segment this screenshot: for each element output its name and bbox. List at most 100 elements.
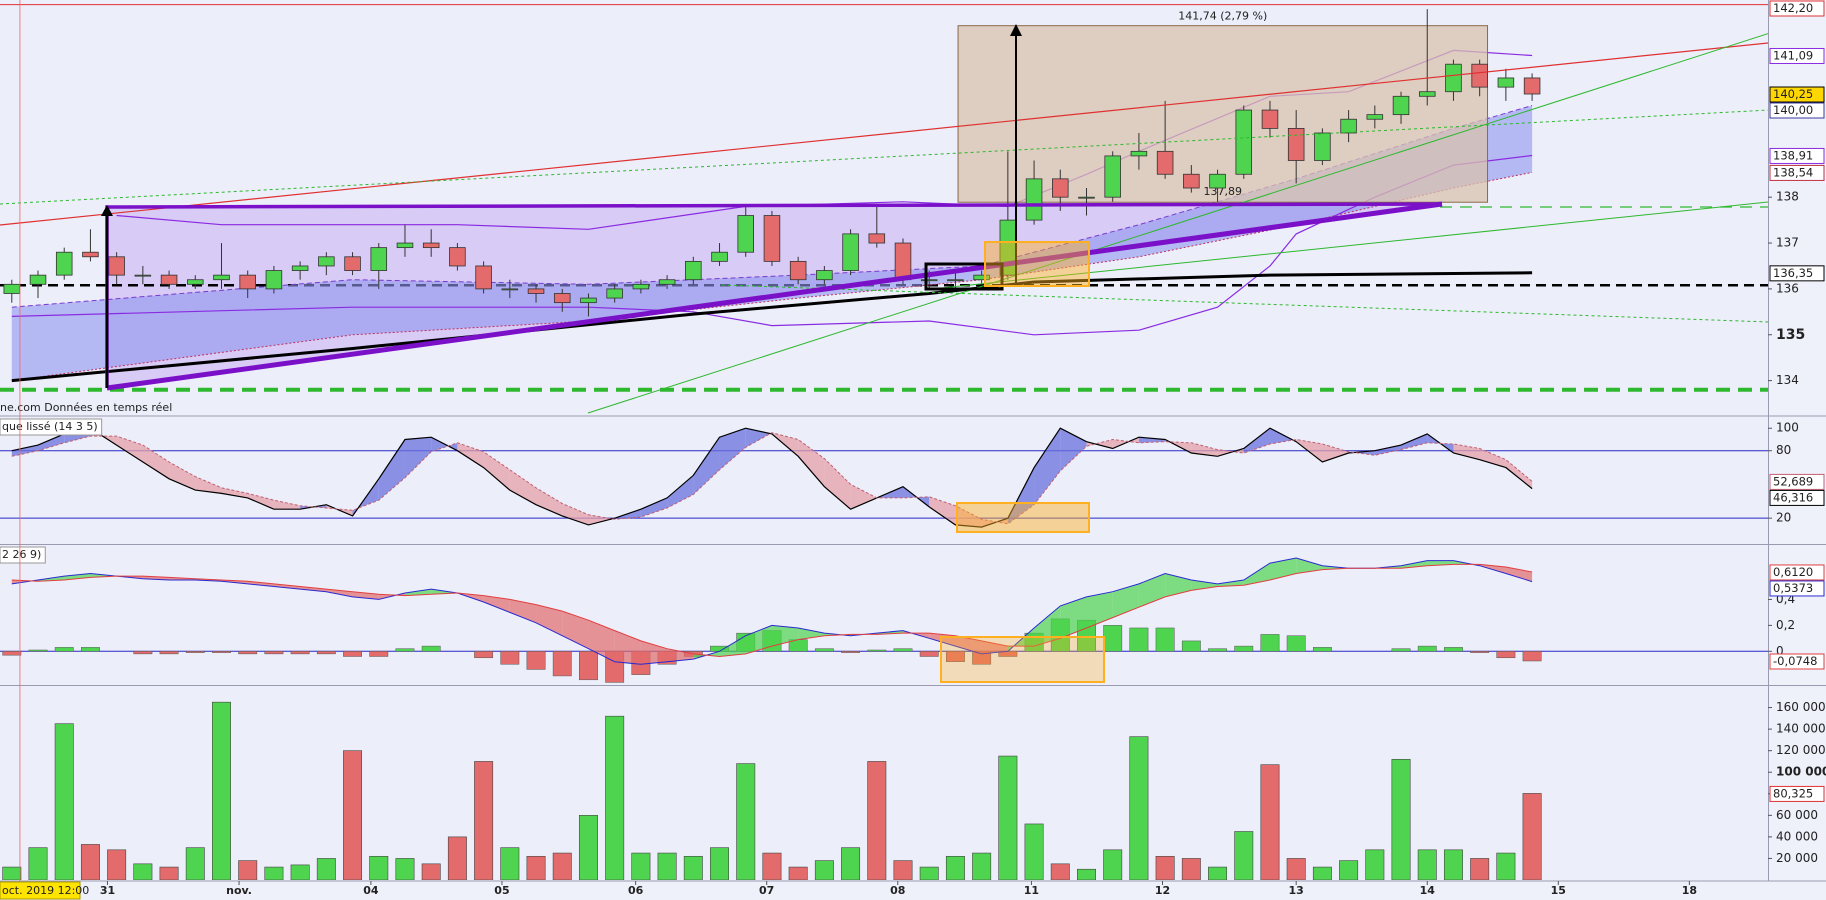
stoch-fill [693, 437, 720, 495]
y-tick-label: 160 000 [1776, 700, 1826, 714]
candle-body [108, 256, 125, 276]
volume-bar [212, 701, 231, 880]
candle-body [685, 260, 702, 281]
volume-bar [343, 750, 363, 880]
candle-body [1287, 127, 1305, 161]
macd-fill [981, 640, 1008, 654]
candle-body [920, 279, 938, 282]
volume-bar [1077, 868, 1096, 880]
histogram-bar [81, 647, 100, 652]
volume-bar [1286, 858, 1306, 880]
volume-bar [1050, 863, 1070, 880]
trend-line [0, 42, 1768, 226]
candle-body [553, 293, 571, 304]
volume-bar [1365, 849, 1385, 880]
histogram-bar [474, 651, 494, 659]
stoch-fill [1479, 448, 1506, 468]
y-tick-label: 100 [1776, 421, 1799, 435]
candle-body [527, 288, 545, 294]
histogram-bar [1312, 647, 1332, 652]
histogram-bar [1129, 627, 1149, 652]
y-tick-label: 134 [1776, 373, 1799, 387]
candle-body [82, 251, 99, 258]
price-panel: 141,74 (2,79 %) 137,89 ne.com Données en t… [0, 4, 1768, 414]
stoch-fill [483, 451, 510, 491]
volume-bar [316, 858, 336, 880]
y-tick-label: 20 000 [1776, 851, 1818, 865]
volume-bar [1234, 831, 1254, 880]
value-marker [1769, 785, 1825, 802]
volume-bar [893, 860, 913, 880]
volume-bar [578, 815, 598, 880]
histogram-bar [159, 651, 179, 655]
y-tick-label: 80 [1776, 443, 1791, 457]
value-marker [1769, 147, 1825, 164]
volume-bar [28, 847, 48, 880]
value-marker [1769, 164, 1825, 181]
histogram-bar [919, 651, 939, 657]
stoch-fill [824, 458, 851, 510]
volume-bar [841, 847, 861, 880]
value-marker [1769, 0, 1825, 17]
stoch-fill [1138, 437, 1166, 443]
candle-body [1209, 173, 1226, 189]
volume-bar [657, 852, 677, 880]
stoch-fill [1243, 428, 1270, 453]
volume-bar [526, 855, 546, 880]
volume-bar [369, 855, 389, 880]
highlight-box [924, 262, 1004, 291]
volume-bar [552, 852, 572, 880]
histogram-bar [867, 649, 887, 652]
histogram-bar [500, 651, 520, 665]
candle-body [1104, 155, 1121, 198]
macd-fill [300, 586, 327, 592]
macd-fill [1296, 557, 1323, 574]
volume-bar [264, 866, 284, 880]
stoch-fill [1191, 442, 1218, 457]
candle-body [1340, 118, 1357, 134]
volume-bar [107, 849, 127, 880]
value-marker-label: 140,00 [1773, 103, 1813, 117]
trend-line [931, 201, 1768, 290]
value-marker-label: 138,91 [1773, 148, 1813, 162]
stoch-fill [719, 428, 746, 470]
volume-bar [814, 860, 834, 880]
candle-body [160, 274, 178, 285]
band-area [11, 105, 1533, 381]
candle-body [265, 270, 283, 290]
candle-body [1261, 109, 1279, 129]
volume-bar [998, 755, 1018, 880]
volume-bar [1181, 858, 1201, 880]
volume-bar [605, 715, 625, 880]
value-marker [1769, 653, 1825, 670]
volume-bar [290, 864, 310, 880]
candle-body [973, 274, 990, 281]
y-tick-label: 100 000 [1776, 765, 1826, 779]
volume-bar [1391, 758, 1411, 880]
histogram-bar [28, 649, 48, 652]
stoch-fill [247, 493, 274, 510]
candle-body [1052, 178, 1069, 198]
source: ne.com Données en temps réel [0, 401, 172, 414]
histogram-bar [579, 651, 598, 681]
macd-fill [745, 625, 772, 654]
macd-fill [247, 581, 274, 587]
volume-bar [1129, 736, 1149, 880]
y-tick-label: 60 000 [1776, 808, 1818, 822]
histogram-bar [238, 651, 258, 655]
candle-body [344, 256, 361, 271]
macd-fill [536, 604, 563, 636]
value-marker-label: 80,325 [1773, 786, 1813, 800]
value-marker [1769, 473, 1825, 490]
y-tick-label: 140 000 [1776, 722, 1826, 736]
stoch-fill [955, 505, 982, 528]
line [11, 271, 1533, 383]
value-marker-label: 0,5373 [1773, 581, 1813, 595]
candle-body [422, 242, 440, 249]
volume-bar [945, 855, 965, 880]
candle-body [868, 233, 886, 244]
macd-fill [955, 635, 982, 654]
stoch-fill [1374, 445, 1402, 456]
panel-title: 2 26 9) [2, 548, 41, 561]
